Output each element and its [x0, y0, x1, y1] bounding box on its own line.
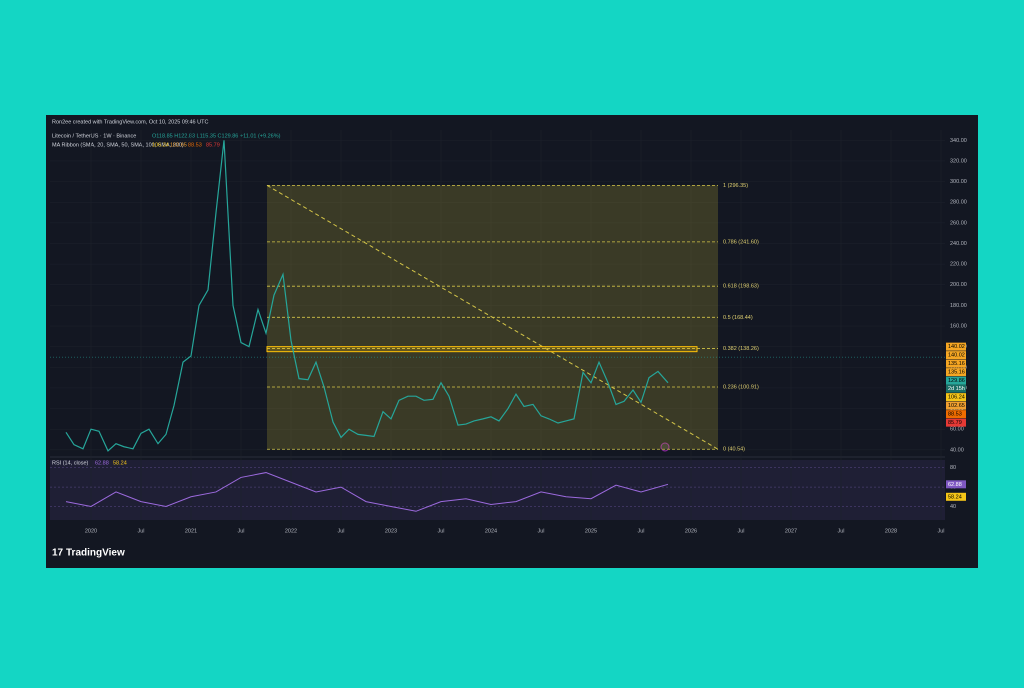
- price-label: 140.02: [948, 353, 965, 359]
- y-tick-label: 280.00: [950, 200, 967, 206]
- price-label-bg: [946, 410, 966, 419]
- x-tick-label: 2026: [685, 528, 697, 534]
- symbol: Litecoin / TetherUS · 1W · Binance: [52, 133, 136, 139]
- price-label-bg: [946, 393, 966, 402]
- fib-label: 0.382 (138.26): [723, 346, 759, 352]
- rsi-tick-label: 80: [950, 465, 956, 471]
- rsi-axis-label: 62.88: [948, 482, 962, 488]
- credit: Ron2ee created with TradingView.com, Oct…: [52, 119, 208, 125]
- x-tick-label: 2023: [385, 528, 397, 534]
- x-tick-label: Jul: [437, 528, 444, 534]
- ma-value: 88.53: [188, 142, 202, 148]
- x-tick-label: Jul: [337, 528, 344, 534]
- rsi-line: [65, 472, 669, 512]
- fib-label: 0 (40.54): [723, 447, 745, 453]
- y-tick-label: 240.00: [950, 241, 967, 247]
- price-label-bg: [946, 342, 966, 351]
- fib-label: 0.618 (198.63): [723, 284, 759, 290]
- x-tick-label: 2028: [885, 528, 897, 534]
- ma-value: 106.24: [152, 142, 169, 148]
- price-label-bg: [946, 401, 966, 410]
- fib-label: 0.786 (241.60): [723, 239, 759, 245]
- x-tick-label: Jul: [137, 528, 144, 534]
- fib-label: 0.236 (100.91): [723, 384, 759, 390]
- logo: TradingView: [66, 548, 125, 559]
- rsi-pane: [50, 460, 945, 520]
- y-tick-label: 320.00: [950, 158, 967, 164]
- price-label: 85.79: [948, 420, 962, 426]
- price-label: 140.02: [948, 344, 965, 350]
- x-tick-label: Jul: [237, 528, 244, 534]
- price-label: 129.86: [948, 378, 965, 384]
- countdown: 2d 15h: [948, 386, 965, 392]
- y-tick-label: 300.00: [950, 179, 967, 185]
- fib-label: 1 (296.35): [723, 183, 748, 189]
- y-tick-label: 260.00: [950, 220, 967, 226]
- x-tick-label: Jul: [637, 528, 644, 534]
- price-label: 135.16: [948, 361, 965, 367]
- x-tick-label: Jul: [537, 528, 544, 534]
- x-tick-label: Jul: [837, 528, 844, 534]
- x-tick-label: 2024: [485, 528, 497, 534]
- x-tick-label: Jul: [937, 528, 944, 534]
- price-label-bg: [946, 351, 966, 360]
- fib-label: 0.5 (168.44): [723, 315, 753, 321]
- y-tick-label: 200.00: [950, 282, 967, 288]
- rsi-value: 58.24: [113, 460, 127, 466]
- price-label-bg: [946, 418, 966, 427]
- x-tick-label: 2025: [585, 528, 597, 534]
- y-tick-label: 120.00: [950, 365, 967, 371]
- panel: [46, 115, 978, 568]
- x-tick-label: Jul: [737, 528, 744, 534]
- price-line: [65, 140, 669, 452]
- rsi-axis-label: 58.24: [948, 494, 962, 500]
- logo-icon: 17: [52, 548, 64, 559]
- rsi-value: 62.88: [95, 460, 109, 466]
- resistance-zone: [266, 346, 698, 353]
- ma-title: MA Ribbon (SMA, 20, SMA, 50, SMA, 100, S…: [52, 142, 184, 148]
- price-label: 88.53: [948, 412, 962, 418]
- ohlc: O118.85 H122.83 L115.35 C129.86 +11.01 (…: [152, 133, 281, 139]
- y-tick-label: 180.00: [950, 303, 967, 309]
- rsi-axis-label-bg: [946, 480, 966, 489]
- price-label-bg: [946, 376, 966, 385]
- price-label-bg: [946, 368, 966, 377]
- rsi-tick-label: 40: [950, 504, 956, 510]
- price-label: 106.24: [948, 395, 965, 401]
- y-tick-label: 40.00: [950, 447, 964, 453]
- y-tick-label: 60.00: [950, 427, 964, 433]
- y-tick-label: 160.00: [950, 323, 967, 329]
- y-tick-label: 340.00: [950, 138, 967, 144]
- x-tick-label: 2021: [185, 528, 197, 534]
- x-tick-label: 2020: [85, 528, 97, 534]
- rsi-axis-label-bg: [946, 492, 966, 501]
- countdown-bg: [946, 384, 966, 393]
- ma-value: 85.79: [206, 142, 220, 148]
- x-tick-label: 2027: [785, 528, 797, 534]
- price-label: 102.65: [948, 403, 965, 409]
- rsi-title: RSI (14, close): [52, 460, 89, 466]
- fib-trend: [266, 184, 719, 450]
- x-tick-label: 2022: [285, 528, 297, 534]
- ma-value: 102.65: [170, 142, 187, 148]
- price-label-bg: [946, 359, 966, 368]
- y-tick-label: 220.00: [950, 262, 967, 268]
- price-label: 135.16: [948, 370, 965, 376]
